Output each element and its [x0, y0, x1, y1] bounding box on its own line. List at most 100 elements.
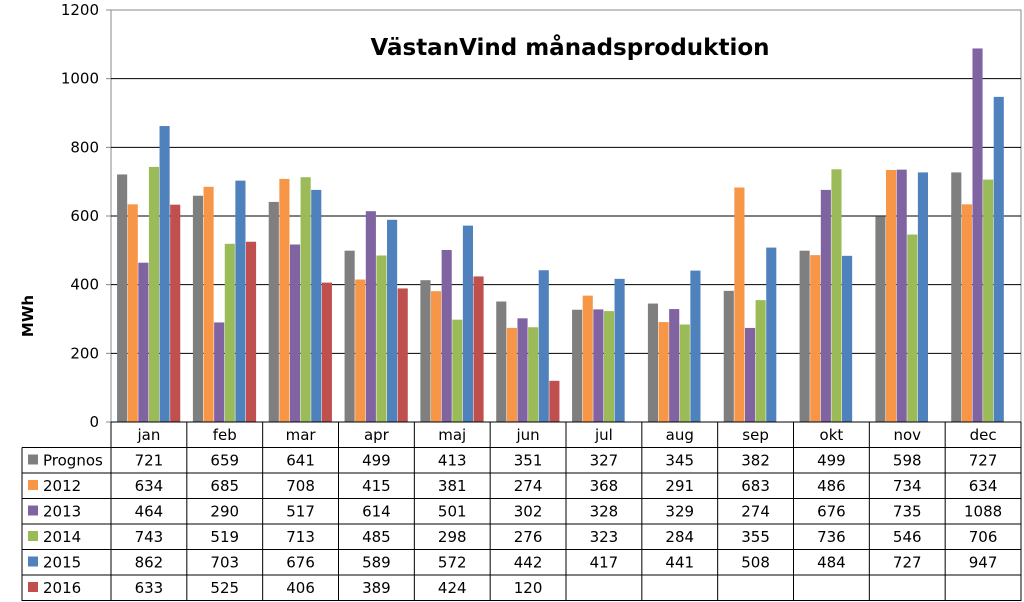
bar	[462, 225, 473, 422]
x-tick-label: nov	[893, 426, 921, 444]
data-table-value: 713	[286, 528, 315, 546]
bar	[907, 234, 918, 422]
data-table-value: 736	[817, 528, 846, 546]
data-table-value: 703	[210, 554, 239, 572]
y-tick-label: 1000	[61, 70, 99, 88]
bar	[138, 262, 149, 422]
bar	[441, 249, 452, 422]
x-tick-label: jul	[594, 426, 613, 444]
bar	[549, 380, 560, 422]
data-table-value: 743	[135, 528, 164, 546]
data-table-value: 727	[893, 554, 922, 572]
bar	[420, 280, 431, 422]
legend-label: 2014	[43, 528, 81, 546]
legend-label: 2013	[43, 503, 81, 521]
bar	[658, 322, 669, 422]
data-table-value: 685	[210, 477, 239, 495]
chart-title: VästanVind månadsproduktion	[370, 34, 769, 61]
legend-label: 2015	[43, 554, 81, 572]
bar	[203, 186, 214, 422]
data-table-value: 274	[514, 477, 543, 495]
data-table-value: 486	[817, 477, 846, 495]
data-table-value: 424	[438, 579, 467, 597]
bar	[744, 327, 756, 422]
legend-label: Prognos	[43, 452, 103, 470]
y-tick-label: 0	[89, 413, 99, 431]
data-table-value: 291	[665, 477, 694, 495]
bar	[820, 189, 831, 422]
legend-key	[28, 531, 38, 541]
data-table-value: 329	[665, 503, 694, 521]
bar	[972, 48, 983, 422]
bar	[170, 204, 181, 422]
data-table-value: 499	[362, 452, 391, 470]
data-table-value: 389	[362, 579, 391, 597]
bar	[344, 250, 355, 422]
y-tick-label: 600	[70, 207, 99, 225]
bar	[245, 241, 257, 422]
data-table-value: 417	[590, 554, 619, 572]
bar	[572, 309, 583, 422]
data-table-value: 633	[135, 579, 164, 597]
bar	[582, 295, 593, 422]
data-table-value: 441	[665, 554, 694, 572]
bar	[528, 327, 539, 422]
bar	[235, 180, 246, 422]
bar	[766, 247, 777, 422]
data-table-value: 683	[741, 477, 770, 495]
data-table-value: 572	[438, 554, 467, 572]
legend-label: 2012	[43, 477, 81, 495]
legend-key	[28, 505, 38, 516]
bar	[593, 309, 604, 422]
bar	[321, 282, 332, 422]
data-table-value: 284	[665, 528, 694, 546]
bar	[517, 318, 528, 422]
data-table-value: 546	[893, 528, 922, 546]
bar	[614, 278, 625, 422]
y-tick-label: 400	[70, 276, 99, 294]
bar	[355, 279, 366, 422]
bar	[734, 187, 745, 422]
bar	[538, 270, 549, 422]
data-table-value: 302	[514, 503, 543, 521]
data-table-value: 298	[438, 528, 467, 546]
data-table-value: 614	[362, 503, 391, 521]
y-tick-label: 1200	[61, 1, 99, 19]
x-tick-label: okt	[820, 426, 844, 444]
x-tick-label: sep	[742, 426, 769, 444]
legend-key	[28, 556, 38, 567]
bar	[723, 290, 734, 422]
data-table-value: 525	[210, 579, 239, 597]
bar	[690, 270, 701, 422]
data-table-value: 947	[969, 554, 998, 572]
x-tick-label: aug	[666, 426, 694, 444]
data-table-value: 634	[135, 477, 164, 495]
x-tick-label: apr	[364, 426, 390, 444]
data-table-value: 501	[438, 503, 467, 521]
data-table-value: 368	[590, 477, 619, 495]
data-table-value: 589	[362, 554, 391, 572]
x-tick-label: feb	[213, 426, 237, 444]
bar	[473, 276, 484, 422]
data-table-value: 721	[135, 452, 164, 470]
bar	[755, 300, 766, 422]
data-table-value: 634	[969, 477, 998, 495]
data-table-value: 351	[514, 452, 543, 470]
bar	[311, 189, 322, 422]
y-tick-label: 800	[70, 138, 99, 156]
data-table-value: 676	[817, 503, 846, 521]
bar	[983, 179, 994, 422]
data-table-value: 274	[741, 503, 770, 521]
legend-label: 2016	[43, 579, 81, 597]
data-table-value: 659	[210, 452, 239, 470]
bar	[506, 327, 517, 422]
bar	[289, 244, 301, 422]
legend-key	[28, 454, 38, 465]
bar	[831, 169, 842, 422]
data-table-value: 415	[362, 477, 391, 495]
bar	[842, 255, 853, 422]
data-table-value: 708	[286, 477, 315, 495]
data-table-value: 598	[893, 452, 922, 470]
bar	[365, 211, 376, 422]
